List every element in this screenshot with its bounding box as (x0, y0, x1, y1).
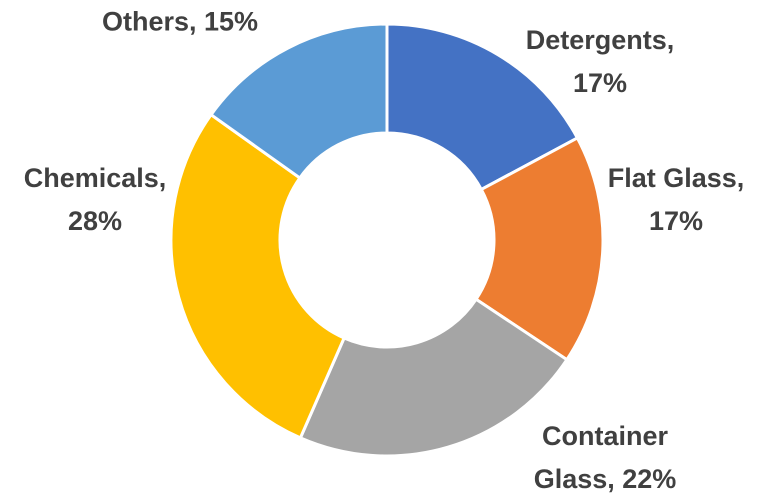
data-label: Chemicals, 28% (23, 163, 167, 236)
donut-slice (169, 112, 347, 440)
data-label: Others, 15% (101, 6, 259, 37)
data-label: Detergents, 17% (525, 25, 675, 98)
donut-slice (474, 135, 605, 362)
data-label: Container Glass, 22% (533, 421, 677, 494)
donut-slice (208, 22, 389, 181)
donut-slice (298, 297, 569, 458)
donut-slice (385, 22, 580, 192)
data-label: Flat Glass, 17% (607, 163, 745, 236)
